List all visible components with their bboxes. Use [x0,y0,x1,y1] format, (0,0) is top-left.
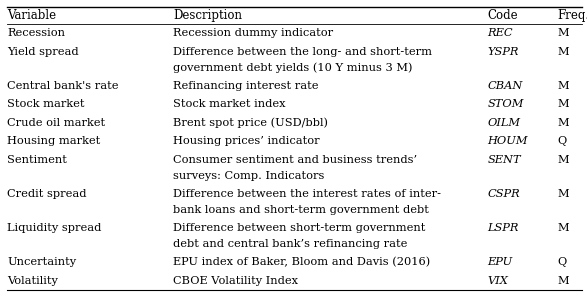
Text: M: M [558,223,569,233]
Text: Housing prices’ indicator: Housing prices’ indicator [173,136,320,146]
Text: Yield spread: Yield spread [7,47,79,56]
Text: YSPR: YSPR [487,47,519,56]
Text: CSPR: CSPR [487,189,520,199]
Text: Difference between short-term government: Difference between short-term government [173,223,426,233]
Text: Brent spot price (USD/bbl): Brent spot price (USD/bbl) [173,118,328,128]
Text: Housing market: Housing market [7,136,100,146]
Text: M: M [558,81,569,91]
Text: Credit spread: Credit spread [7,189,86,199]
Text: SENT: SENT [487,155,521,165]
Text: Difference between the long- and short-term: Difference between the long- and short-t… [173,47,432,56]
Text: debt and central bank’s refinancing rate: debt and central bank’s refinancing rate [173,239,407,249]
Text: CBAN: CBAN [487,81,522,91]
Text: Code: Code [487,9,518,22]
Text: M: M [558,276,569,286]
Text: Stock market: Stock market [7,99,85,109]
Text: Crude oil market: Crude oil market [7,118,105,128]
Text: M: M [558,28,569,38]
Text: REC: REC [487,28,513,38]
Text: Volatility: Volatility [7,276,58,286]
Text: M: M [558,118,569,128]
Text: Central bank's rate: Central bank's rate [7,81,119,91]
Text: Liquidity spread: Liquidity spread [7,223,102,233]
Text: CBOE Volatility Index: CBOE Volatility Index [173,276,298,286]
Text: Recession: Recession [7,28,65,38]
Text: bank loans and short-term government debt: bank loans and short-term government deb… [173,205,429,215]
Text: EPU: EPU [487,257,512,268]
Text: OILM: OILM [487,118,520,128]
Text: Freq.: Freq. [558,9,587,22]
Text: Q: Q [558,257,567,268]
Text: Sentiment: Sentiment [7,155,67,165]
Text: M: M [558,189,569,199]
Text: VIX: VIX [487,276,508,286]
Text: Refinancing interest rate: Refinancing interest rate [173,81,319,91]
Text: surveys: Comp. Indicators: surveys: Comp. Indicators [173,171,325,181]
Text: LSPR: LSPR [487,223,519,233]
Text: EPU index of Baker, Bloom and Davis (2016): EPU index of Baker, Bloom and Davis (201… [173,257,430,268]
Text: Q: Q [558,136,567,146]
Text: M: M [558,47,569,56]
Text: Uncertainty: Uncertainty [7,257,76,268]
Text: M: M [558,99,569,109]
Text: Variable: Variable [7,9,56,22]
Text: government debt yields (10 Y minus 3 M): government debt yields (10 Y minus 3 M) [173,62,413,72]
Text: Description: Description [173,9,242,22]
Text: Recession dummy indicator: Recession dummy indicator [173,28,333,38]
Text: HOUM: HOUM [487,136,528,146]
Text: Stock market index: Stock market index [173,99,286,109]
Text: STOM: STOM [487,99,524,109]
Text: Difference between the interest rates of inter-: Difference between the interest rates of… [173,189,441,199]
Text: M: M [558,155,569,165]
Text: Consumer sentiment and business trends’: Consumer sentiment and business trends’ [173,155,417,165]
